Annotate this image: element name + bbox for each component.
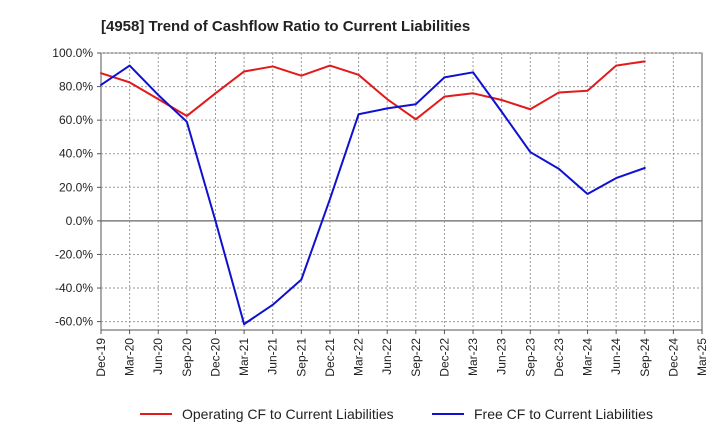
x-tick-label: Jun-22 bbox=[380, 338, 394, 375]
series-line-1 bbox=[100, 60, 646, 121]
series-line-2 bbox=[100, 64, 646, 326]
x-tick-label: Mar-22 bbox=[352, 338, 366, 376]
legend-label-1: Operating CF to Current Liabilities bbox=[182, 406, 394, 422]
x-tick-label: Dec-22 bbox=[437, 338, 451, 377]
x-tick-label: Sep-22 bbox=[409, 338, 423, 377]
x-tick-label: Jun-23 bbox=[495, 338, 509, 375]
x-tick-label: Mar-24 bbox=[581, 338, 595, 376]
y-axis-ticks: 100.0% 80.0% 60.0% 40.0% 20.0% 0.0% -20.0% -40.… bbox=[52, 46, 101, 329]
x-tick-label: Mar-20 bbox=[123, 338, 137, 376]
plot-area bbox=[100, 52, 703, 331]
x-tick-label: Mar-23 bbox=[466, 338, 480, 376]
x-tick-label: Jun-24 bbox=[609, 338, 623, 375]
x-tick-label: Sep-23 bbox=[523, 338, 537, 377]
x-tick-label: Dec-21 bbox=[323, 338, 337, 377]
x-tick-label: Mar-25 bbox=[695, 338, 709, 376]
x-tick-label: Sep-24 bbox=[638, 338, 652, 377]
x-tick-label: Mar-21 bbox=[237, 338, 251, 376]
y-tick-label: 100.0% bbox=[52, 46, 93, 60]
legend: Operating CF to Current Liabilities Free … bbox=[140, 406, 653, 422]
y-tick-label: -20.0% bbox=[55, 247, 93, 261]
y-tick-label: 40.0% bbox=[59, 147, 93, 161]
y-tick-label: 80.0% bbox=[59, 80, 93, 94]
x-tick-label: Sep-20 bbox=[180, 338, 194, 377]
x-tick-label: Dec-19 bbox=[94, 338, 108, 377]
x-tick-label: Dec-20 bbox=[208, 338, 222, 377]
y-tick-label: -40.0% bbox=[55, 281, 93, 295]
chart-title: [4958] Trend of Cashflow Ratio to Curren… bbox=[101, 18, 470, 35]
x-tick-label: Sep-21 bbox=[294, 338, 308, 377]
y-tick-label: 0.0% bbox=[66, 214, 94, 228]
y-tick-label: 20.0% bbox=[59, 180, 93, 194]
x-tick-label: Jun-20 bbox=[151, 338, 165, 375]
y-tick-label: -60.0% bbox=[55, 315, 93, 329]
legend-label-2: Free CF to Current Liabilities bbox=[474, 406, 653, 422]
series-lines bbox=[100, 60, 646, 326]
x-tick-label: Dec-23 bbox=[552, 338, 566, 377]
x-tick-label: Jun-21 bbox=[266, 338, 280, 375]
x-axis-ticks: Dec-19 Mar-20 Jun-20 Sep-20 Dec-20 Mar-21 Jun-… bbox=[94, 330, 709, 377]
x-tick-label: Dec-24 bbox=[666, 338, 680, 377]
y-tick-label: 60.0% bbox=[59, 113, 93, 127]
grid-lines bbox=[101, 52, 702, 330]
